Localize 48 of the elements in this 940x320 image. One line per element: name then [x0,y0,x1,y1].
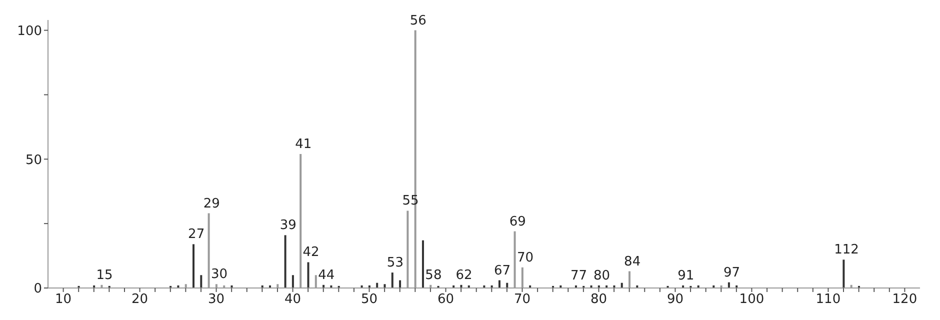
bar [200,275,202,288]
bar [292,275,294,288]
bar [498,280,500,288]
bar [391,272,394,288]
annotation: 27 [188,227,205,242]
bar [399,280,402,288]
annotation: 39 [280,218,296,234]
annotation: 84 [624,254,641,270]
annotation: 56 [410,13,426,28]
x-tick-label: 20 [132,292,148,308]
x-tick-label: 90 [666,292,684,308]
annotation: 97 [724,265,740,280]
annotation: 70 [516,250,534,266]
annotation: 62 [456,268,472,283]
annotation: 29 [203,196,220,212]
x-tick-label: 50 [360,292,378,308]
x-tick-label: 70 [514,292,531,308]
annotation: 55 [402,194,419,209]
bar [384,284,386,288]
x-tick-label: 80 [590,292,608,308]
bar [284,235,286,288]
bar [842,260,845,288]
annotation: 42 [302,245,320,260]
annotation: 30 [211,267,228,282]
x-tick-label: 40 [284,292,302,308]
y-tick-label: 50 [25,152,42,168]
bar [307,262,310,288]
annotation: 69 [509,214,526,230]
annotation: 77 [570,268,588,284]
x-tick-label: 60 [437,292,454,308]
y-tick-label: 100 [17,24,42,39]
bar [192,244,195,288]
annotation: 15 [96,268,113,283]
x-tick-label: 100 [739,292,764,308]
annotation: 58 [425,268,442,283]
annotation: 80 [593,268,610,284]
y-tick-label: 0 [34,282,42,297]
annotation: 44 [318,268,335,283]
x-tick-label: 110 [816,292,841,308]
annotation: 112 [834,242,859,258]
x-tick-label: 30 [208,292,225,308]
x-tick-label: 10 [55,292,72,308]
annotation: 67 [494,263,511,278]
bar [422,240,424,288]
annotation: 53 [386,256,404,271]
x-tick-label: 120 [892,292,918,308]
annotation: 91 [678,268,694,284]
annotation: 41 [295,137,312,152]
